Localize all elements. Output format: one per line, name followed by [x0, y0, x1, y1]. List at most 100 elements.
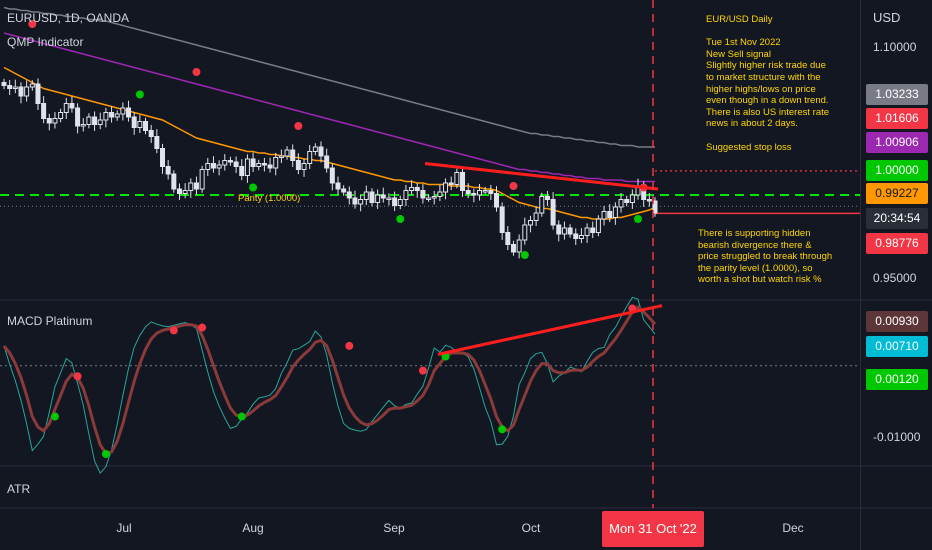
- candle-body: [460, 172, 466, 191]
- candle-body: [652, 200, 658, 214]
- sell-signal-dot: [28, 20, 37, 28]
- macd-buy-dot: [101, 449, 110, 458]
- candle-body: [624, 199, 630, 203]
- candle-body: [109, 112, 115, 118]
- candle-body: [301, 163, 307, 170]
- candle-body: [86, 116, 92, 125]
- candle-body: [176, 188, 182, 194]
- macd-fast-line: [3, 296, 656, 474]
- candle-body: [477, 190, 483, 196]
- candle-body: [578, 235, 584, 239]
- candle-body: [18, 86, 24, 97]
- candle-body: [595, 218, 601, 233]
- candle-body: [307, 151, 313, 164]
- buy-signal-dot: [135, 90, 144, 99]
- macd-indicator-label[interactable]: MACD Platinum: [7, 314, 93, 328]
- candle-body: [454, 172, 460, 185]
- currency-label: USD: [873, 10, 901, 25]
- candle-body: [143, 121, 149, 131]
- buy-signal-dot: [634, 215, 643, 223]
- candle-body: [493, 193, 499, 208]
- macd-badge-zero: 0.00120: [866, 369, 928, 390]
- symbol-title[interactable]: EURUSD, 1D, OANDA: [7, 11, 130, 25]
- candle-body: [420, 190, 426, 199]
- candle-body: [544, 196, 550, 200]
- candle-body: [12, 86, 18, 89]
- divergence-note-annotation: There is supporting hidden bearish diver…: [698, 228, 833, 286]
- candle-body: [58, 112, 64, 119]
- candle-body: [97, 119, 103, 125]
- candle-body: [646, 199, 652, 202]
- macd-sell-dot: [169, 326, 178, 335]
- crosshair-date-badge: Mon 31 Oct '22: [602, 511, 704, 547]
- candle-body: [205, 163, 211, 170]
- candle-body: [171, 173, 177, 190]
- x-tick-oct: Oct: [521, 521, 541, 535]
- candle-body: [261, 163, 267, 166]
- qmp-indicator-label[interactable]: QMP Indicator: [7, 35, 84, 49]
- candle-body: [52, 118, 58, 124]
- candle-body: [499, 206, 505, 233]
- candle-body: [154, 136, 160, 149]
- candle-body: [488, 190, 494, 194]
- atr-indicator-label[interactable]: ATR: [7, 482, 31, 496]
- countdown-badge: 20:34:54: [866, 208, 928, 229]
- candle-body: [346, 191, 352, 199]
- candle-body: [131, 116, 137, 128]
- candle-body: [148, 130, 154, 137]
- candle-body: [618, 199, 624, 208]
- candle-body: [556, 224, 562, 235]
- candle-body: [414, 187, 420, 191]
- candle-body: [312, 146, 318, 152]
- candle-body: [335, 182, 341, 190]
- candle-body: [539, 196, 545, 214]
- candle-body: [516, 239, 522, 253]
- candle-body: [533, 212, 539, 221]
- candle-body: [256, 163, 262, 167]
- macd-tick-neg: -0.01000: [873, 430, 921, 444]
- sell-signal-dot: [294, 122, 303, 130]
- candle-body: [210, 163, 216, 169]
- macd-sell-dot: [418, 366, 427, 375]
- sell-signal-dot: [509, 182, 518, 190]
- candle-body: [324, 155, 330, 169]
- candle-body: [35, 83, 41, 104]
- candle-body: [250, 158, 256, 167]
- candle-body: [41, 103, 47, 119]
- candle-body: [590, 227, 596, 233]
- candle-body: [426, 197, 432, 200]
- price-badge-purple-ma: 1.00906: [866, 132, 928, 153]
- price-badge-stop: 1.01606: [866, 108, 928, 129]
- candle-body: [352, 197, 358, 205]
- candle-body: [392, 197, 398, 206]
- candle-body: [443, 182, 449, 193]
- candle-body: [227, 160, 233, 163]
- candle-body: [318, 146, 324, 157]
- candle-body: [114, 113, 120, 118]
- candle-body: [24, 86, 30, 97]
- candle-body: [550, 199, 556, 226]
- macd-signal-line: [2, 305, 657, 456]
- candle-body: [584, 227, 590, 236]
- candle-body: [1, 82, 7, 86]
- candle-body: [69, 103, 75, 109]
- candle-body: [363, 191, 369, 200]
- candle-body: [341, 188, 347, 193]
- macd-badge-line: 0.00710: [866, 336, 928, 357]
- candle-body: [290, 149, 296, 161]
- candle-body: [188, 182, 194, 191]
- price-badge-last: 0.98776: [866, 233, 928, 254]
- price-tick-1100: 1.10000: [873, 40, 917, 54]
- macd-sell-dot: [73, 372, 82, 381]
- candle-body: [482, 190, 488, 193]
- candle-body: [607, 211, 613, 218]
- macd-sell-dot: [345, 341, 354, 350]
- candle-body: [403, 190, 409, 200]
- candle-body: [612, 206, 618, 218]
- candle-body: [369, 191, 375, 203]
- candle-body: [561, 227, 567, 235]
- macd-divergence-line: [437, 304, 663, 356]
- x-tick-dec: Dec: [782, 521, 804, 535]
- ma-orange-line: [3, 66, 656, 220]
